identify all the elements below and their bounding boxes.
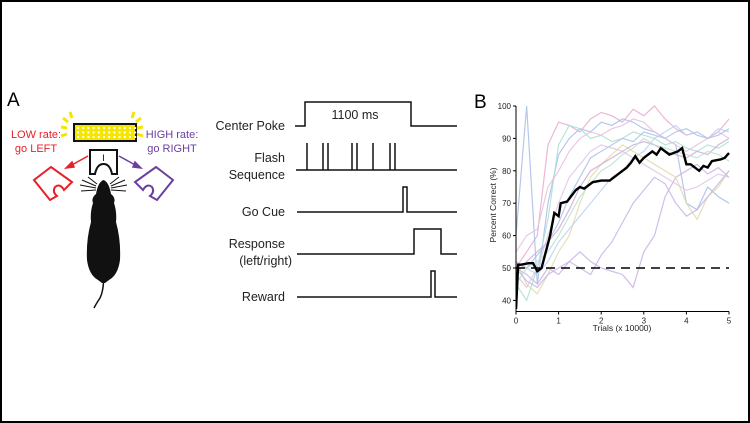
- light-rays-icon: [60, 111, 144, 138]
- reward-trace: [297, 270, 457, 298]
- led-dot: [113, 131, 116, 134]
- row-label-flash: Flash: [254, 151, 285, 165]
- led-dot: [113, 126, 116, 130]
- row-label-reward: Reward: [242, 290, 285, 304]
- individual-series: [516, 105, 730, 302]
- led-dot: [128, 135, 132, 139]
- row-label-go-cue: Go Cue: [242, 205, 285, 219]
- row-label-response: Response: [229, 237, 285, 251]
- y-tick-label: 40: [502, 296, 511, 305]
- right-arrow-icon: [118, 155, 144, 170]
- y-tick-label: 100: [498, 102, 512, 111]
- x-tick-label: 4: [684, 317, 689, 326]
- y-tick-label: 50: [502, 264, 511, 273]
- led-dot: [113, 135, 116, 139]
- individual-series-line: [516, 144, 730, 295]
- led-dot: [92, 126, 95, 130]
- row-label-left-right: (left/right): [239, 254, 292, 268]
- individual-series-line: [516, 170, 730, 289]
- led-dot: [108, 135, 111, 139]
- axes: 40 50 60 70 80 90 100 0 1 2 3 4 5: [498, 102, 732, 326]
- y-tick-label: 90: [502, 134, 511, 143]
- led-dot: [123, 131, 126, 134]
- low-rate-line2: go LEFT: [15, 143, 57, 155]
- led-dot: [134, 126, 137, 130]
- x-tick-label: 3: [642, 317, 647, 326]
- mean-series-line: [516, 146, 730, 309]
- led-dot: [92, 135, 95, 139]
- led-dot: [118, 126, 121, 130]
- x-tick-label: 5: [727, 317, 732, 326]
- go-cue-trace: [297, 186, 457, 213]
- led-dots: [76, 126, 137, 139]
- x-axis-label: Trials (x 10000): [593, 323, 652, 333]
- y-tick-label: 80: [502, 167, 511, 176]
- y-tick-label: 60: [502, 232, 511, 241]
- led-dot: [82, 126, 85, 130]
- individual-series-line: [516, 128, 730, 269]
- left-arrow-icon: [63, 155, 89, 170]
- led-dot: [102, 135, 106, 139]
- row-label-center-poke: Center Poke: [216, 119, 286, 133]
- low-rate-line1: LOW rate:: [11, 129, 61, 141]
- rat-icon: [79, 176, 128, 309]
- x-tick-label: 2: [599, 317, 604, 326]
- y-axis-label: Percent Correct (%): [488, 167, 498, 242]
- center-port-mark: I: [102, 153, 105, 163]
- led-dot: [134, 131, 137, 134]
- led-dot: [128, 131, 132, 134]
- led-dot: [97, 126, 100, 130]
- led-dot: [102, 131, 106, 134]
- led-dot: [76, 135, 80, 139]
- led-dot: [118, 135, 121, 139]
- led-dot: [87, 131, 90, 134]
- led-dot: [87, 126, 90, 130]
- led-dot: [82, 135, 85, 139]
- led-dot: [123, 126, 126, 130]
- center-poke-trace: [295, 101, 457, 127]
- timing-diagram: Center Poke Flash Sequence Go Cue Respon…: [216, 101, 457, 304]
- led-dot: [97, 131, 100, 134]
- led-dot: [118, 131, 121, 134]
- high-rate-line1: HIGH rate:: [146, 129, 199, 141]
- led-dot: [102, 126, 106, 130]
- led-dot: [123, 135, 126, 139]
- light-panel: [60, 111, 144, 142]
- led-dot: [97, 135, 100, 139]
- led-dot: [92, 131, 95, 134]
- right-port-icon: [133, 165, 175, 202]
- left-port-icon: [32, 165, 74, 202]
- led-dot: [108, 126, 111, 130]
- panel-a-label: A: [7, 90, 20, 111]
- led-dot: [76, 131, 80, 134]
- led-dot: [134, 135, 137, 139]
- learning-curve-chart: 40 50 60 70 80 90 100 0 1 2 3 4 5 Trials (x 10000) P…: [488, 102, 732, 333]
- x-tick-label: 0: [514, 317, 519, 326]
- led-dot: [108, 131, 111, 134]
- response-trace: [297, 228, 457, 255]
- individual-series-line: [516, 137, 730, 285]
- duration-label: 1100 ms: [331, 108, 378, 122]
- led-dot: [82, 131, 85, 134]
- led-dot: [128, 126, 132, 130]
- high-rate-line2: go RIGHT: [147, 143, 197, 155]
- led-dot: [76, 126, 80, 130]
- row-label-sequence: Sequence: [229, 168, 285, 182]
- panel-b-label: B: [474, 92, 487, 113]
- x-tick-label: 1: [556, 317, 561, 326]
- individual-series-line: [516, 118, 730, 253]
- y-tick-label: 70: [502, 199, 511, 208]
- individual-series-line: [516, 105, 730, 285]
- center-port-icon: I: [89, 149, 118, 175]
- led-dot: [87, 135, 90, 139]
- flash-sequence-trace: [296, 143, 457, 171]
- individual-series-line: [516, 163, 730, 289]
